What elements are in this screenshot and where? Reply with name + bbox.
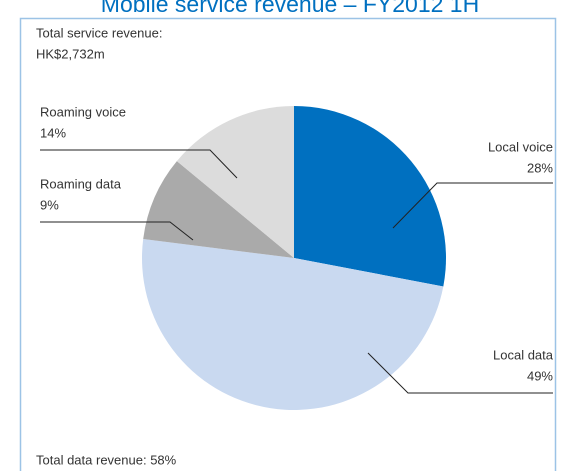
annotation: Total service revenue: <box>36 25 162 40</box>
chart-title: Mobile service revenue – FY2012 1H <box>101 0 479 17</box>
leader-line <box>392 182 553 229</box>
annotation: HK$2,732m <box>36 46 105 61</box>
slice-value-label: 49% <box>527 368 553 383</box>
pie-slice <box>176 106 294 258</box>
frame <box>19 17 557 471</box>
leader-line <box>367 352 553 394</box>
leader-line <box>40 149 238 179</box>
pie-slice <box>143 161 294 258</box>
annotation: Total data revenue: 58% <box>36 452 177 467</box>
pie <box>142 106 447 410</box>
pie-slice <box>142 238 444 410</box>
slice-label: Roaming voice <box>40 104 126 119</box>
slice-label: Roaming data <box>40 176 122 191</box>
slice-label: Local data <box>493 347 554 362</box>
slice-value-label: 14% <box>40 125 66 140</box>
slice-value-label: 9% <box>40 197 59 212</box>
leader-line <box>40 221 194 241</box>
slice-value-label: 28% <box>527 160 553 175</box>
slice-label: Local voice <box>488 139 553 154</box>
pie-slice <box>294 106 447 287</box>
